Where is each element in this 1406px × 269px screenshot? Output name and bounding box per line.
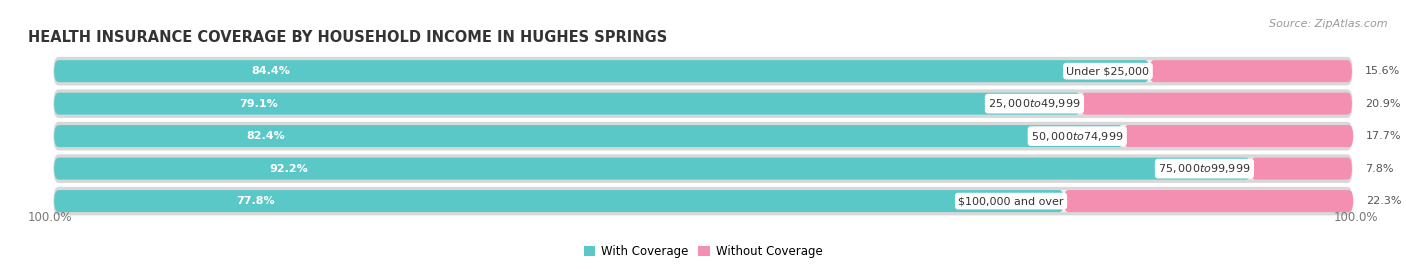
FancyBboxPatch shape	[1064, 190, 1353, 212]
FancyBboxPatch shape	[53, 158, 1353, 180]
Text: 100.0%: 100.0%	[28, 211, 73, 224]
FancyBboxPatch shape	[53, 93, 1353, 115]
Text: $50,000 to $74,999: $50,000 to $74,999	[1031, 130, 1123, 143]
Text: HEALTH INSURANCE COVERAGE BY HOUSEHOLD INCOME IN HUGHES SPRINGS: HEALTH INSURANCE COVERAGE BY HOUSEHOLD I…	[28, 30, 668, 45]
Text: 79.1%: 79.1%	[239, 99, 277, 109]
FancyBboxPatch shape	[1251, 158, 1353, 180]
Text: 92.2%: 92.2%	[270, 164, 308, 174]
FancyBboxPatch shape	[53, 125, 1123, 147]
FancyBboxPatch shape	[53, 122, 1353, 150]
Legend: With Coverage, Without Coverage: With Coverage, Without Coverage	[579, 240, 827, 263]
Text: $25,000 to $49,999: $25,000 to $49,999	[988, 97, 1081, 110]
Text: 17.7%: 17.7%	[1367, 131, 1402, 141]
FancyBboxPatch shape	[53, 190, 1064, 212]
Text: 77.8%: 77.8%	[236, 196, 274, 206]
FancyBboxPatch shape	[1150, 60, 1353, 82]
FancyBboxPatch shape	[53, 158, 1251, 180]
Text: 82.4%: 82.4%	[246, 131, 285, 141]
FancyBboxPatch shape	[53, 89, 1353, 118]
Text: 7.8%: 7.8%	[1365, 164, 1393, 174]
FancyBboxPatch shape	[53, 93, 1081, 115]
Text: 84.4%: 84.4%	[252, 66, 290, 76]
FancyBboxPatch shape	[53, 60, 1353, 82]
Text: 22.3%: 22.3%	[1367, 196, 1402, 206]
Text: $75,000 to $99,999: $75,000 to $99,999	[1159, 162, 1251, 175]
FancyBboxPatch shape	[53, 125, 1353, 147]
Text: 20.9%: 20.9%	[1365, 99, 1400, 109]
FancyBboxPatch shape	[53, 190, 1353, 212]
FancyBboxPatch shape	[53, 57, 1353, 86]
Text: 100.0%: 100.0%	[1333, 211, 1378, 224]
FancyBboxPatch shape	[53, 187, 1353, 215]
FancyBboxPatch shape	[53, 60, 1150, 82]
Text: $100,000 and over: $100,000 and over	[959, 196, 1064, 206]
FancyBboxPatch shape	[1081, 93, 1353, 115]
FancyBboxPatch shape	[53, 154, 1353, 183]
Text: Under $25,000: Under $25,000	[1067, 66, 1150, 76]
Text: Source: ZipAtlas.com: Source: ZipAtlas.com	[1270, 19, 1388, 29]
Text: 15.6%: 15.6%	[1365, 66, 1400, 76]
FancyBboxPatch shape	[1123, 125, 1353, 147]
